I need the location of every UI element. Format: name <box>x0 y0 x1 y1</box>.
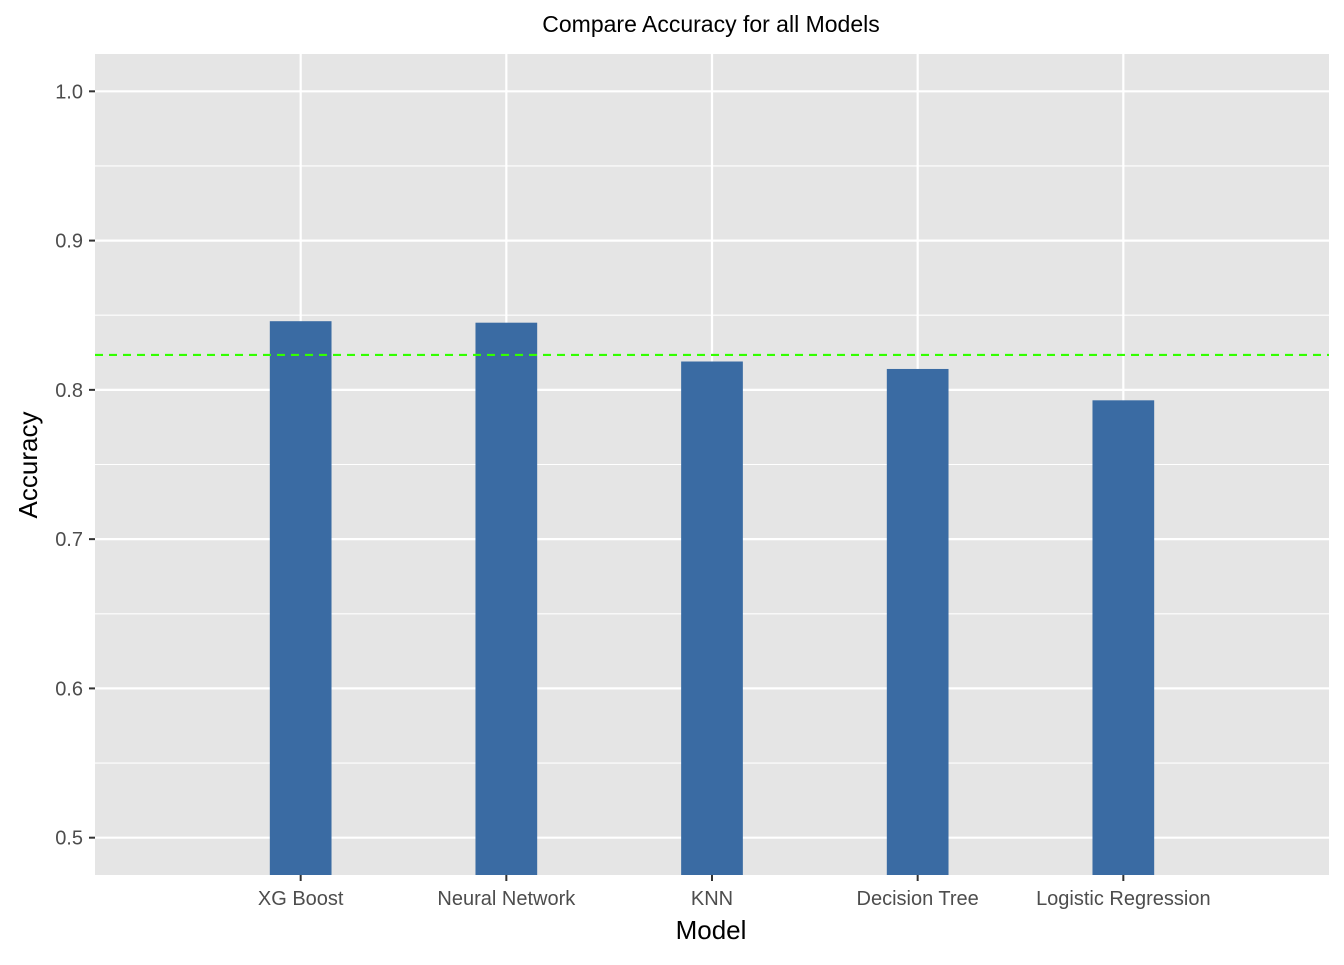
x-tick-label: Decision Tree <box>857 888 979 910</box>
bars <box>269 321 1155 875</box>
x-axis-title: Model <box>676 915 747 945</box>
y-tick-label: 0.8 <box>55 380 83 402</box>
y-axis-title: Accuracy <box>13 412 43 519</box>
bar <box>886 368 949 875</box>
x-axis: XG Boost Neural Network KNN Decision Tree Lo… <box>258 875 1211 910</box>
x-tick-label: KNN <box>691 888 733 910</box>
bar <box>1092 400 1155 875</box>
y-axis: 0.5 0.6 0.7 0.8 0.9 1.0 <box>55 81 95 850</box>
chart-title: Compare Accuracy for all Models <box>542 11 879 37</box>
x-tick-label: XG Boost <box>258 888 344 910</box>
y-tick-label: 0.5 <box>55 828 83 850</box>
y-tick-label: 0.6 <box>55 678 83 700</box>
y-tick-label: 0.9 <box>55 231 83 253</box>
bar <box>269 321 332 875</box>
y-tick-label: 0.7 <box>55 529 83 551</box>
bar <box>681 361 743 875</box>
y-tick-label: 1.0 <box>55 81 83 103</box>
x-tick-label: Neural Network <box>437 888 576 910</box>
x-tick-label: Logistic Regression <box>1036 888 1211 910</box>
bar <box>475 322 538 875</box>
